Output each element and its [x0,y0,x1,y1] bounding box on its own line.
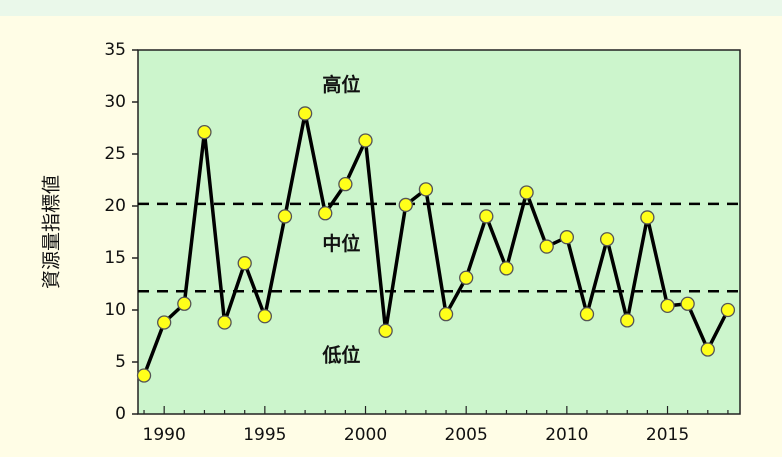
data-point [257,309,272,324]
x-tick-label: 2005 [445,425,488,445]
x-tick-label: 1995 [243,425,286,445]
data-point [398,197,413,213]
zone-label: 中位 [322,232,360,255]
data-point [680,296,695,311]
data-point [297,106,313,121]
data-point [237,256,252,271]
data-point [640,210,655,225]
series-layer [136,106,736,383]
data-point [378,323,393,338]
y-tick-label: 0 [115,404,126,424]
data-point [197,125,212,140]
zone-label: 低位 [321,343,360,366]
x-axis: 1990 1995 2000 2005 2010 2015 [143,406,729,445]
y-tick-label: 5 [115,352,126,372]
data-point [136,368,152,383]
data-point [318,206,333,221]
x-tick-label: 2010 [545,425,588,445]
reference-lines [138,202,740,293]
data-point [177,296,192,311]
y-tick-label: 35 [104,40,126,60]
y-tick-label: 30 [104,92,126,112]
y-axis-label: 資源量指標値 [41,175,63,289]
data-point [479,209,494,224]
y-tick-label: 10 [104,300,126,320]
data-point [418,182,434,197]
data-point [459,270,474,285]
y-tick-label: 25 [104,144,126,164]
data-point [559,230,574,245]
x-tick-label: 2000 [344,425,387,445]
x-tick-label: 1990 [143,425,186,445]
data-point [438,307,454,322]
data-point [599,232,615,247]
y-tick-label: 15 [104,248,126,268]
data-point [539,239,554,254]
data-point [620,313,635,328]
plot-area [137,49,741,415]
y-axis: 0 5 10 15 20 25 30 35 [104,40,138,424]
x-tick-label: 2015 [646,425,689,445]
series-line [142,111,730,377]
data-point [338,177,353,192]
data-point [277,209,293,224]
data-point [700,342,715,357]
data-point [157,315,172,330]
data-point [519,185,534,200]
data-point [217,315,232,330]
data-point [499,261,514,276]
y-tick-label: 20 [104,196,126,216]
frame-top-strip [0,0,782,16]
data-point [660,298,675,313]
data-point [720,302,736,318]
zone-label: 高位 [322,73,360,96]
data-point [579,307,595,322]
data-point [358,133,373,148]
